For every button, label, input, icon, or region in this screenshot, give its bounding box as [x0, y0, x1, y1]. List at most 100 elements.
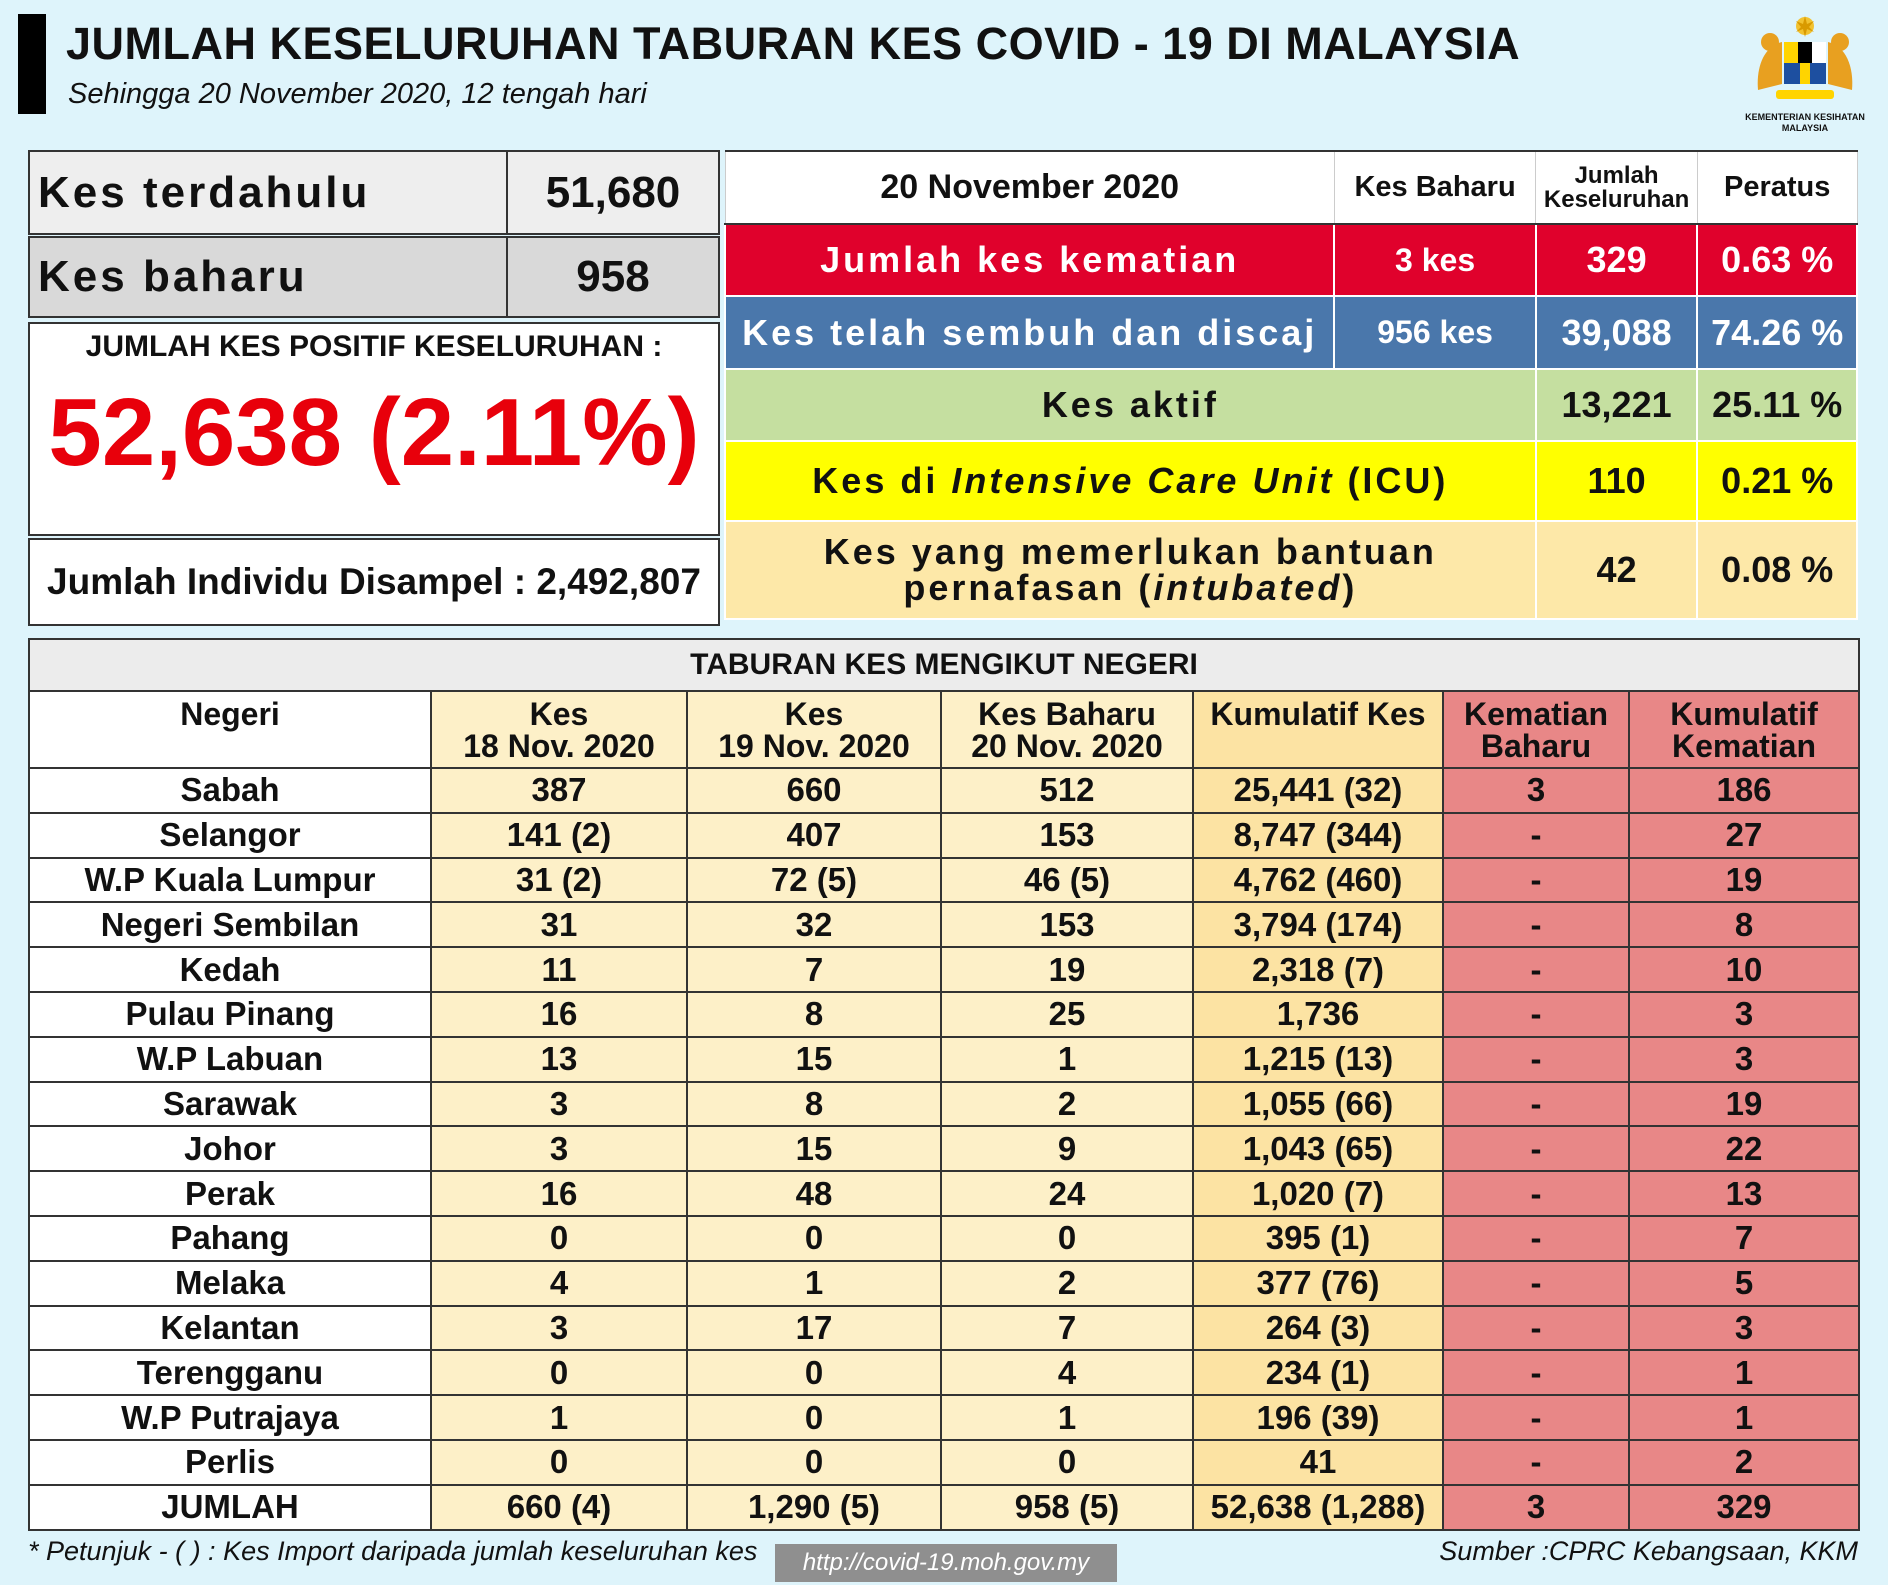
- table-cell: 1: [430, 1394, 688, 1441]
- active-label: Kes aktif: [724, 368, 1537, 442]
- intubated-label-line2b: intubated: [1153, 567, 1343, 608]
- table-cell: 1,736: [1192, 990, 1444, 1038]
- recovered-label: Kes telah sembuh dan discaj: [723, 295, 1336, 370]
- column-header-line2: Baharu: [1480, 728, 1592, 764]
- table-row: Kelantan 3 17 7 264 (3) -3: [28, 1304, 1860, 1352]
- table-cell: 46 (5): [940, 856, 1194, 904]
- table-cell: 8: [686, 1080, 942, 1128]
- table-row: Perak 16 48 24 1,020 (7) -13: [28, 1170, 1860, 1217]
- column-header-line2: 18 Nov. 2020: [463, 728, 655, 764]
- table-cell: 8: [686, 990, 942, 1038]
- table-cell: 3,794 (174): [1192, 901, 1444, 949]
- table-cell: 27: [1628, 811, 1860, 859]
- previous-cases-value: 51,680: [545, 167, 681, 217]
- table-cell: 1,290 (5): [686, 1483, 942, 1531]
- table-row: Pahang 0 0 0 395 (1) -7: [28, 1214, 1860, 1262]
- table-cell: 8,747 (344): [1192, 811, 1444, 859]
- table-cell: 4: [940, 1349, 1194, 1397]
- table-cell: -: [1442, 856, 1630, 904]
- table-cell: 22: [1628, 1125, 1860, 1173]
- table-cell: 3: [430, 1125, 688, 1173]
- table-cell: 72 (5): [686, 856, 942, 904]
- table-cell: 1: [686, 1259, 942, 1307]
- state-name: Johor: [28, 1125, 432, 1173]
- column-header-line1: Kumulatif Kes: [1210, 696, 1426, 732]
- table-cell: 13: [430, 1035, 688, 1083]
- states-table-caption: TABURAN KES MENGIKUT NEGERI: [28, 638, 1860, 692]
- coat-of-arms-icon: [1757, 16, 1853, 99]
- active-row: Kes aktif 13,221 25.11 %: [724, 368, 1858, 442]
- table-cell: 2: [940, 1259, 1194, 1307]
- table-cell: 0: [940, 1214, 1194, 1262]
- state-name: W.P Putrajaya: [28, 1394, 432, 1441]
- table-cell: 16: [430, 990, 688, 1038]
- state-name: Perak: [28, 1170, 432, 1217]
- table-cell: -: [1442, 946, 1630, 993]
- table-cell: 19: [940, 946, 1194, 993]
- table-cell: -: [1442, 1304, 1630, 1352]
- column-header-line1: Negeri: [180, 696, 280, 732]
- state-name: Sabah: [28, 767, 432, 814]
- active-percent: 25.11 %: [1696, 368, 1858, 442]
- previous-cases-row: Kes terdahulu 51,680: [28, 150, 720, 235]
- table-row: W.P Labuan 13 15 1 1,215 (13) -3: [28, 1035, 1860, 1083]
- column-header-line1: Kumulatif: [1670, 696, 1818, 732]
- table-cell: 3: [1628, 1035, 1860, 1083]
- table-cell: 2,318 (7): [1192, 946, 1444, 993]
- deaths-percent: 0.63 %: [1696, 223, 1858, 297]
- table-cell: 1: [940, 1035, 1194, 1083]
- active-total: 13,221: [1534, 368, 1699, 442]
- table-row: Negeri Sembilan 31 32 153 3,794 (174) -8: [28, 901, 1860, 949]
- state-name: JUMLAH: [28, 1483, 432, 1531]
- state-name: Kedah: [28, 946, 432, 993]
- table-cell: 32: [686, 901, 942, 949]
- website-link[interactable]: http://covid-19.moh.gov.my: [775, 1544, 1117, 1582]
- column-header: Kes Baharu 20 Nov. 2020: [940, 690, 1194, 769]
- deaths-label: Jumlah kes kematian: [723, 223, 1336, 297]
- icu-label: Kes di Intensive Care Unit (ICU): [724, 440, 1537, 522]
- table-cell: 407: [686, 811, 942, 859]
- intubated-label-line2c: ): [1342, 567, 1358, 608]
- col-new-cases: Kes Baharu: [1333, 150, 1537, 225]
- table-cell: -: [1442, 1259, 1630, 1307]
- table-cell: 31 (2): [430, 856, 688, 904]
- source-note: Sumber :CPRC Kebangsaan, KKM: [1439, 1536, 1858, 1566]
- state-name: Kelantan: [28, 1304, 432, 1352]
- table-cell: 7: [1628, 1214, 1860, 1262]
- recovered-percent: 74.26 %: [1696, 295, 1858, 370]
- column-header: Kumulatif Kematian: [1628, 690, 1860, 769]
- table-row: Pulau Pinang 16 8 25 1,736-3: [28, 990, 1860, 1038]
- table-cell: -: [1442, 1214, 1630, 1262]
- col-total-line1: Jumlah: [1574, 161, 1659, 189]
- table-cell: -: [1442, 1125, 1630, 1173]
- icu-label-a: Kes di: [812, 460, 952, 501]
- recovered-new: 956 kes: [1333, 295, 1537, 370]
- table-cell: 0: [430, 1438, 688, 1486]
- column-header: Negeri: [28, 690, 432, 769]
- column-header-line1: Kematian: [1463, 696, 1609, 732]
- table-cell: 3: [1628, 990, 1860, 1038]
- table-row: W.P Kuala Lumpur 31 (2) 72 (5) 46 (5) 4,762 …: [28, 856, 1860, 904]
- table-cell: 264 (3): [1192, 1304, 1444, 1352]
- column-header: Kumulatif Kes: [1192, 690, 1444, 769]
- table-row: Melaka 4 1 2 377 (76) -5: [28, 1259, 1860, 1307]
- ministry-name-line2: MALAYSIA: [1781, 123, 1829, 133]
- intubated-row: Kes yang memerlukan bantuan pernafasan (i…: [724, 520, 1858, 620]
- icu-label-c: (ICU): [1334, 460, 1449, 501]
- table-cell: 1: [1628, 1394, 1860, 1441]
- deaths-new: 3 kes: [1333, 223, 1537, 297]
- states-table-body: Sabah 387 660 512 25,441 (32) 3 186 Selangor 141…: [28, 767, 1860, 1531]
- table-cell: 4: [430, 1259, 688, 1307]
- table-cell: 3: [1442, 1483, 1630, 1531]
- table-cell: 3: [1442, 767, 1630, 814]
- icu-total: 110: [1534, 440, 1699, 522]
- table-cell: -: [1442, 811, 1630, 859]
- column-header-line1: Kes: [529, 696, 589, 732]
- table-cell: 1,043 (65): [1192, 1125, 1444, 1173]
- table-row: W.P Putrajaya 1 0 1 196 (39) -1: [28, 1394, 1860, 1441]
- table-cell: 660 (4): [430, 1483, 688, 1531]
- col-total: Jumlah Keseluruhan: [1535, 150, 1698, 225]
- column-header: Kes 19 Nov. 2020: [686, 690, 942, 769]
- intubated-label-line1: Kes yang memerlukan bantuan: [823, 531, 1437, 572]
- state-name: Melaka: [28, 1259, 432, 1307]
